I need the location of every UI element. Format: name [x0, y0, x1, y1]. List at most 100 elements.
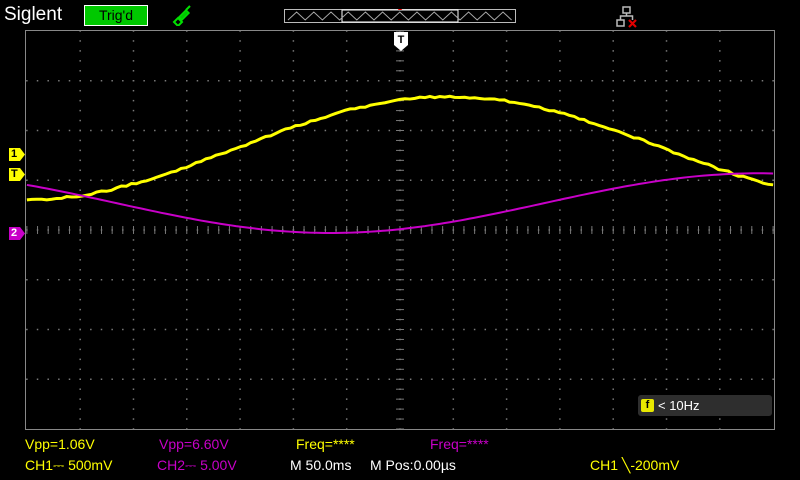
grid-dot	[122, 329, 123, 330]
grid-dot	[453, 50, 454, 51]
grid-dot	[655, 279, 656, 280]
ch1-scale[interactable]: CH1⎓ 500mV	[25, 457, 112, 474]
grid-dot	[506, 408, 507, 409]
grid-dot	[186, 279, 187, 280]
grid-dot	[612, 299, 613, 300]
grid-dot	[79, 289, 80, 290]
grid-dot	[719, 140, 720, 141]
grid-dot	[549, 279, 550, 280]
grid-dot	[207, 130, 208, 131]
grid-dot	[612, 369, 613, 370]
horizontal-position[interactable]: M Pos:0.00µs	[370, 457, 456, 473]
grid-dot	[133, 130, 134, 131]
grid-dot	[101, 279, 102, 280]
grid-dot	[506, 160, 507, 161]
grid-dot	[207, 279, 208, 280]
timebase[interactable]: M 50.0ms	[290, 457, 351, 473]
grid-dot	[186, 90, 187, 91]
grid-dot	[495, 329, 496, 330]
grid-dot	[389, 329, 390, 330]
grid-dot	[708, 80, 709, 81]
grid-dot	[186, 50, 187, 51]
ch2-scale[interactable]: CH2⎓ 5.00V	[157, 457, 237, 474]
grid-dot	[47, 130, 48, 131]
grid-dot	[453, 329, 454, 330]
grid-dot	[549, 180, 550, 181]
grid-dot	[346, 259, 347, 260]
grid-dot	[538, 80, 539, 81]
grid-dot	[101, 130, 102, 131]
grid-dot	[346, 388, 347, 389]
grid-dot	[506, 150, 507, 151]
grid-dot	[506, 379, 507, 380]
grid-dot	[463, 379, 464, 380]
grid-dot	[325, 80, 326, 81]
grid-dot	[293, 269, 294, 270]
grid-dot	[623, 329, 624, 330]
grid-dot	[79, 180, 80, 181]
grid-dot	[293, 388, 294, 389]
grid-dot	[549, 379, 550, 380]
grid-dot	[346, 100, 347, 101]
grid-dot	[591, 329, 592, 330]
grid-dot	[293, 329, 294, 330]
grid-dot	[79, 110, 80, 111]
grid-dot	[133, 70, 134, 71]
grid-dot	[186, 60, 187, 61]
grid-dot	[303, 130, 304, 131]
grid-dot	[186, 199, 187, 200]
grid-dot	[69, 180, 70, 181]
grid-dot	[453, 319, 454, 320]
grid-dot	[666, 388, 667, 389]
grid-dot	[506, 259, 507, 260]
grid-dot	[559, 428, 560, 429]
grid-dot	[453, 408, 454, 409]
grid-dot	[186, 388, 187, 389]
grid-dot	[293, 259, 294, 260]
network-disconnected-icon	[616, 6, 640, 28]
grid-dot	[346, 160, 347, 161]
grid-dot	[463, 130, 464, 131]
grid-dot	[218, 180, 219, 181]
grid-dot	[111, 279, 112, 280]
grid-dot	[453, 80, 454, 81]
brand-logo: Siglent	[4, 4, 62, 26]
grid-dot	[186, 160, 187, 161]
grid-dot	[485, 130, 486, 131]
grid-dot	[517, 379, 518, 380]
grid-dot	[623, 180, 624, 181]
grid-dot	[719, 40, 720, 41]
grid-dot	[47, 180, 48, 181]
grid-dot	[506, 388, 507, 389]
grid-dot	[133, 279, 134, 280]
grid-dot	[612, 170, 613, 171]
grid-dot	[506, 428, 507, 429]
grid-dot	[453, 388, 454, 389]
grid-dot	[133, 219, 134, 220]
waveform-display[interactable]	[25, 30, 775, 430]
grid-dot	[346, 249, 347, 250]
grid-dot	[133, 199, 134, 200]
grid-dot	[239, 50, 240, 51]
grid-dot	[676, 279, 677, 280]
trigger-setting[interactable]: CH1 ╲-200mV	[590, 457, 679, 474]
grid-dot	[239, 199, 240, 200]
grid-dot	[442, 379, 443, 380]
grid-dot	[229, 180, 230, 181]
grid-dot	[506, 110, 507, 111]
grid-dot	[346, 140, 347, 141]
grid-dot	[666, 349, 667, 350]
grid-dot	[666, 309, 667, 310]
grid-dot	[239, 398, 240, 399]
probe-icon	[170, 4, 192, 26]
grid-dot	[655, 379, 656, 380]
grid-dot	[719, 70, 720, 71]
grid-dot	[687, 130, 688, 131]
grid-dot	[197, 130, 198, 131]
grid-dot	[612, 239, 613, 240]
grid-dot	[453, 140, 454, 141]
grid-dot	[453, 130, 454, 131]
grid-dot	[634, 180, 635, 181]
grid-dot	[730, 180, 731, 181]
grid-dot	[90, 279, 91, 280]
